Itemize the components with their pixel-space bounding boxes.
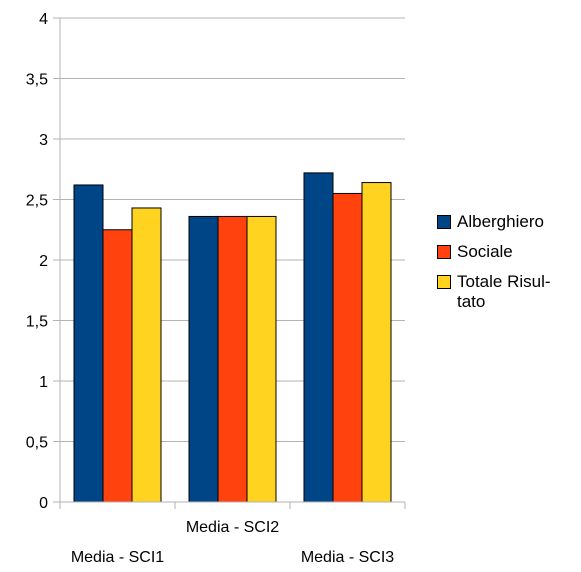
y-tick-label: 0 — [39, 495, 48, 512]
bar-totale-risultato — [246, 215, 277, 503]
bar-alberghiero — [303, 172, 334, 503]
bar-totale-risultato — [131, 207, 162, 503]
x-category-label: Media - SCI3 — [301, 549, 394, 566]
legend-swatch — [437, 275, 451, 289]
legend-swatch — [437, 215, 451, 229]
y-tick-labels: 0 0,5 1 1,5 2 2,5 3 3,5 4 — [26, 11, 48, 512]
legend-item-totale-risultato: Totale Risul-tato — [437, 272, 575, 311]
legend-label: Alberghiero — [457, 212, 544, 231]
y-tick-label: 2,5 — [26, 193, 48, 210]
bar-sociale — [332, 192, 363, 503]
y-tick-label: 2 — [39, 253, 48, 270]
y-tick-label: 3,5 — [26, 72, 48, 89]
x-category-label: Media - SCI1 — [71, 549, 164, 566]
bar-alberghiero — [73, 184, 104, 503]
bar-sociale — [102, 229, 133, 503]
bar-alberghiero — [188, 215, 219, 503]
bar-totale-risultato — [361, 182, 392, 503]
bars — [73, 172, 392, 503]
legend: Alberghiero Sociale Totale Risul-tato — [437, 212, 575, 311]
y-tick-label: 1,5 — [26, 314, 48, 331]
legend-item-alberghiero: Alberghiero — [437, 212, 575, 242]
legend-item-sociale: Sociale — [437, 242, 575, 272]
legend-label: Totale Risul-tato — [457, 272, 551, 311]
y-tick-label: 3 — [39, 132, 48, 149]
legend-label: Sociale — [457, 242, 513, 261]
x-category-label: Media - SCI2 — [186, 519, 279, 536]
bar-sociale — [217, 215, 248, 503]
x-category-labels: Media - SCI1 Media - SCI2 Media - SCI3 — [71, 519, 394, 566]
legend-swatch — [437, 245, 451, 259]
y-tick-label: 4 — [39, 11, 48, 28]
y-tick-label: 0,5 — [26, 435, 48, 452]
y-tick-label: 1 — [39, 374, 48, 391]
axes — [53, 17, 406, 509]
